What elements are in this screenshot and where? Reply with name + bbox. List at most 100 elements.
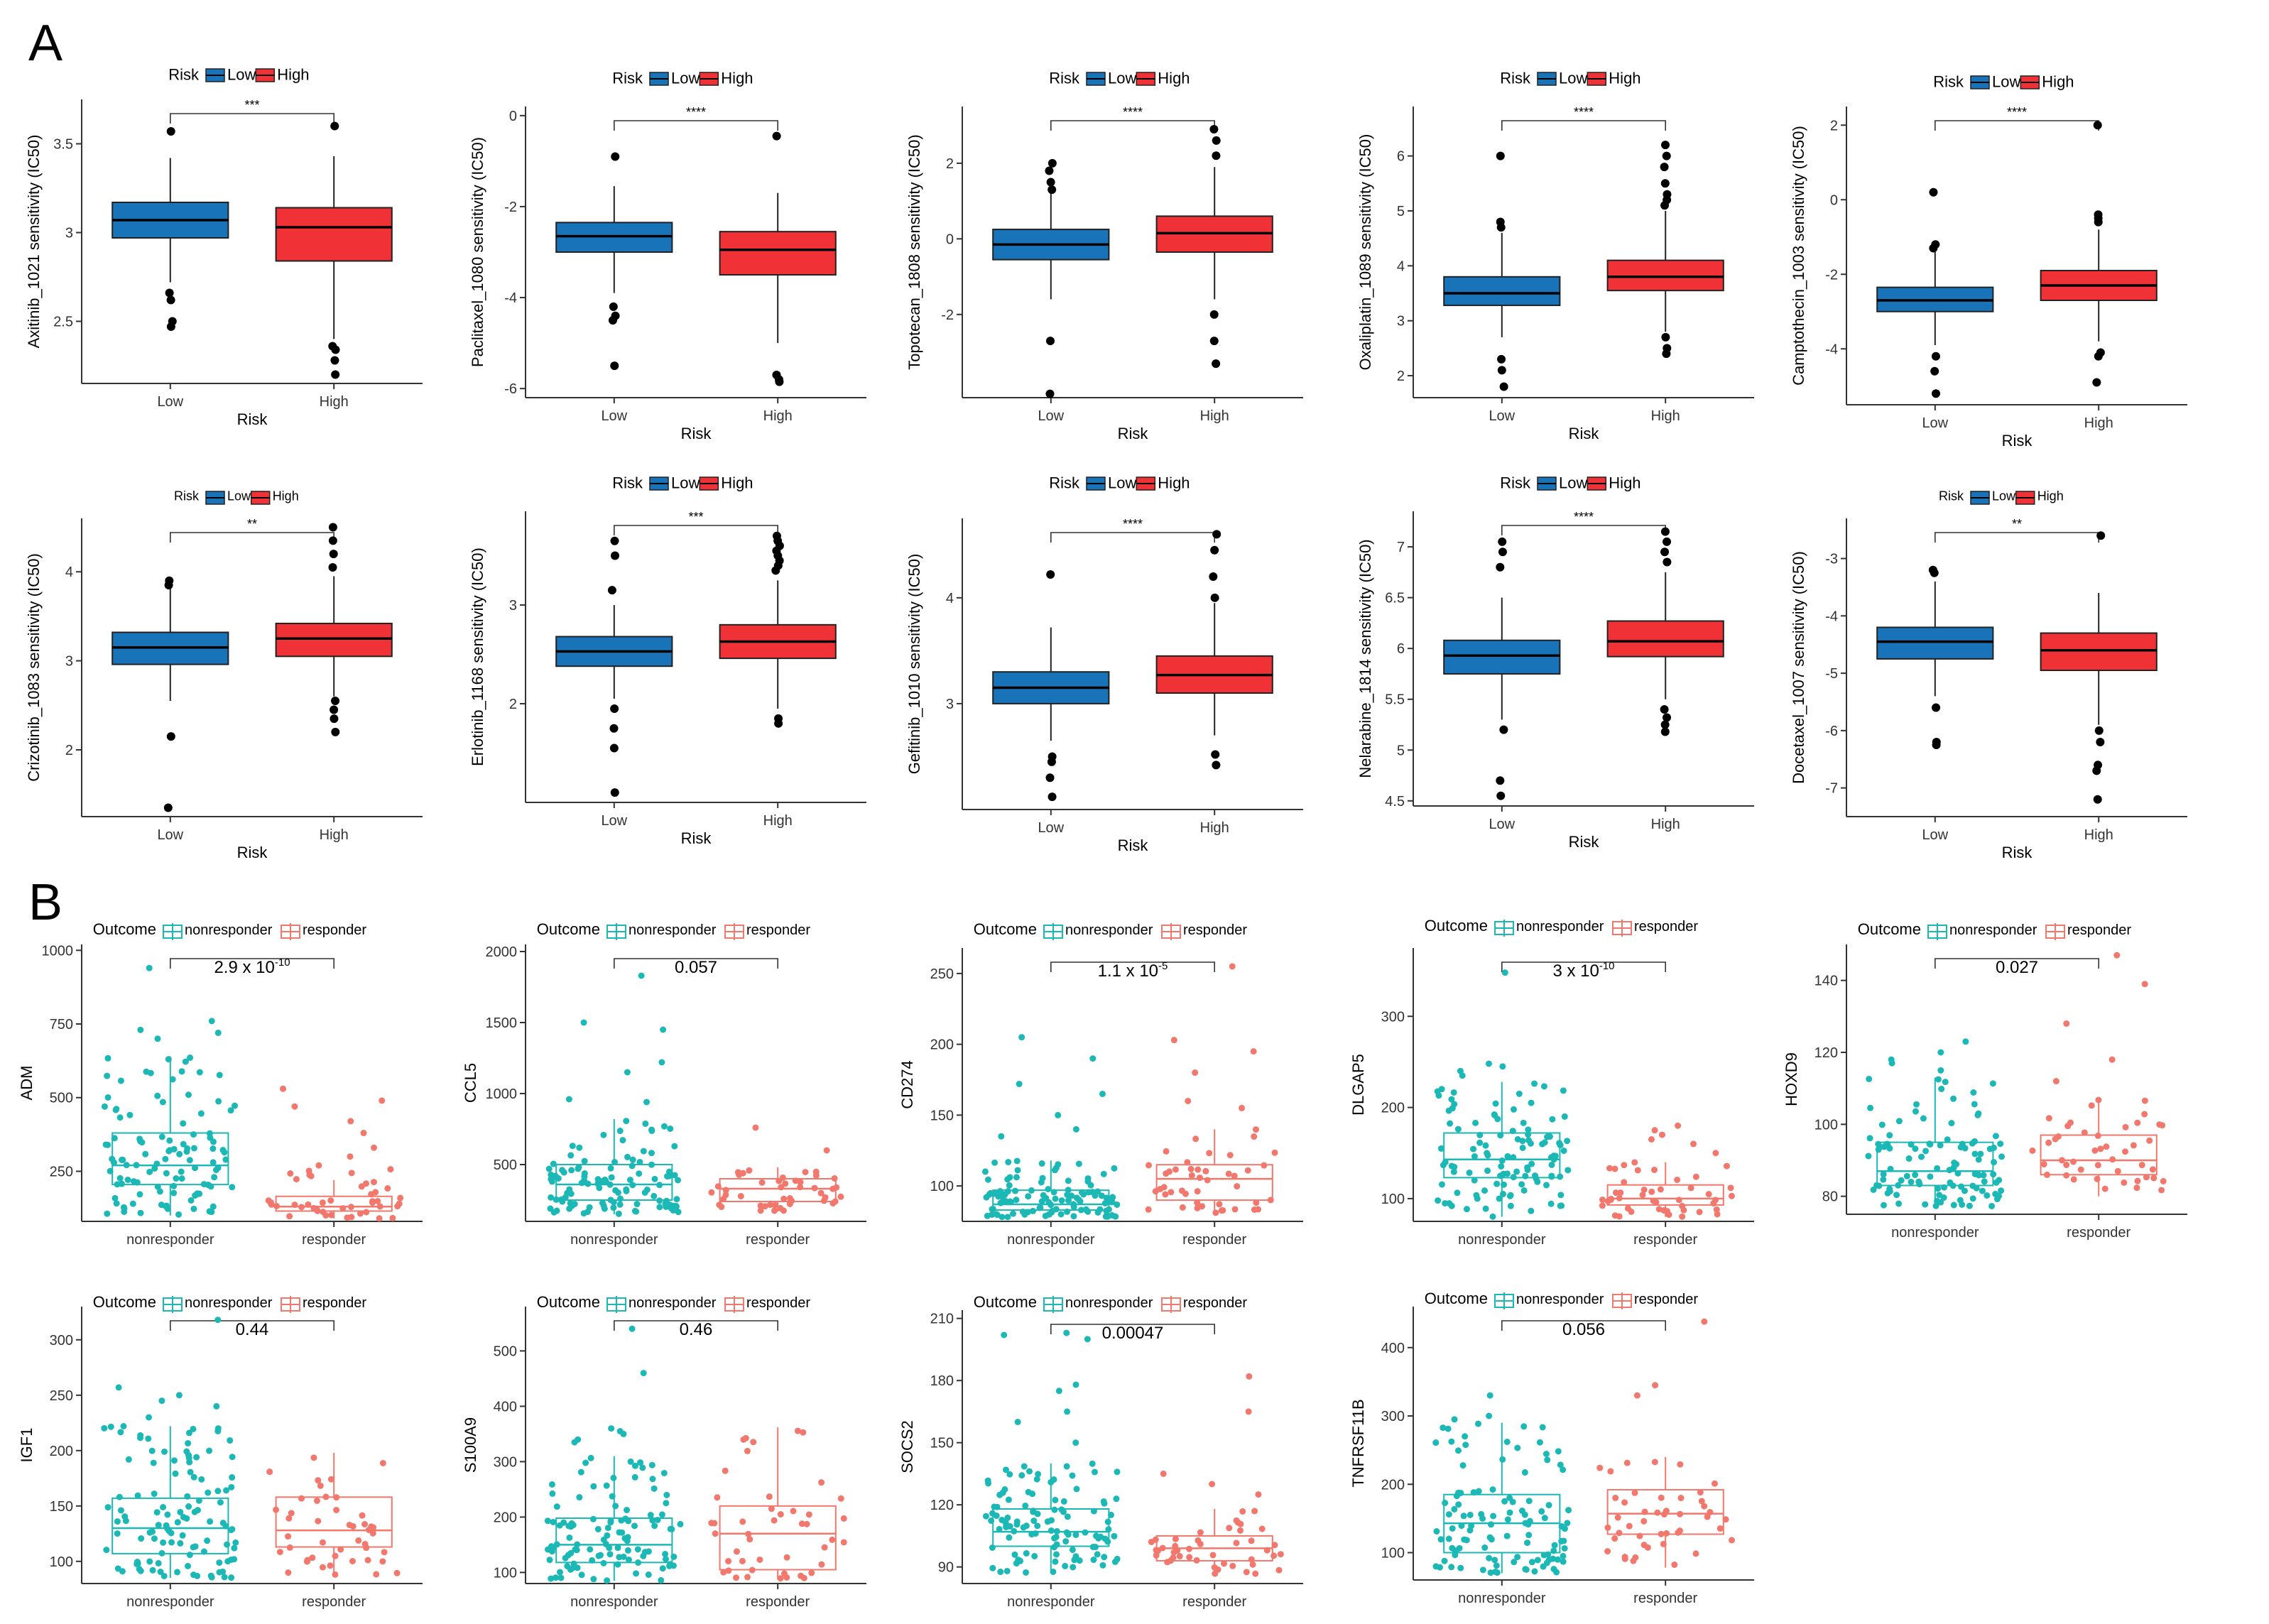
- data-point: [1705, 1191, 1712, 1198]
- data-point: [568, 1167, 575, 1174]
- legend-label-high: High: [1158, 474, 1190, 492]
- data-point: [659, 1565, 666, 1572]
- outlier-point: [624, 1069, 631, 1076]
- data-point: [1195, 1166, 1202, 1173]
- legend-title: Outcome: [1425, 917, 1488, 934]
- outlier-point: [1501, 969, 1508, 976]
- y-tick-label: -2: [504, 200, 517, 215]
- data-point: [600, 1536, 607, 1543]
- data-point: [1514, 1444, 1521, 1451]
- data-point: [1216, 1201, 1223, 1208]
- group-high: [1155, 124, 1273, 369]
- data-point: [1880, 1171, 1887, 1178]
- data-point: [1089, 1460, 1096, 1467]
- x-tick-label: Low: [1922, 827, 1948, 843]
- legend-title: Outcome: [93, 920, 156, 938]
- data-point: [629, 1162, 636, 1170]
- data-point: [1087, 1182, 1094, 1189]
- data-point: [560, 1519, 567, 1526]
- data-point: [104, 1504, 111, 1511]
- outlier-point: [1160, 1470, 1167, 1477]
- data-point: [594, 1525, 602, 1532]
- y-tick-label: 4: [1397, 258, 1405, 274]
- data-point: [1229, 1562, 1236, 1569]
- data-point: [148, 1447, 156, 1454]
- data-point: [177, 1539, 184, 1547]
- data-point: [1687, 1184, 1694, 1192]
- data-point: [1971, 1101, 1978, 1108]
- data-point: [1462, 1433, 1469, 1440]
- data-point: [1470, 1489, 1477, 1496]
- outlier-point: [1658, 1131, 1665, 1138]
- data-point: [170, 1182, 178, 1189]
- data-point: [111, 1135, 118, 1142]
- data-point: [116, 1114, 124, 1121]
- data-point: [1528, 1207, 1535, 1214]
- data-point: [1503, 1170, 1511, 1177]
- outlier-point: [214, 1029, 222, 1036]
- data-point: [376, 1203, 383, 1210]
- data-point: [818, 1561, 825, 1568]
- data-point: [1547, 1200, 1555, 1207]
- data-point: [1516, 1090, 1523, 1097]
- outlier-point: [1931, 389, 1940, 398]
- data-point: [649, 1476, 656, 1483]
- data-point: [744, 1447, 751, 1454]
- data-point: [1435, 1197, 1442, 1204]
- data-point: [1599, 1197, 1606, 1204]
- data-point: [625, 1557, 632, 1564]
- data-point: [1248, 1556, 1255, 1563]
- data-point: [616, 1201, 624, 1208]
- data-point: [384, 1185, 391, 1192]
- data-point: [150, 1459, 157, 1466]
- data-point: [1035, 1471, 1042, 1478]
- data-point: [222, 1156, 229, 1163]
- legend-label-responder: responder: [1183, 922, 1247, 938]
- data-point: [663, 1556, 670, 1563]
- legend-label-responder: responder: [746, 922, 810, 938]
- legend-label-nonresponder: nonresponder: [185, 1295, 273, 1311]
- data-point: [1062, 1562, 1069, 1569]
- data-point: [1004, 1514, 1011, 1521]
- data-point: [158, 1133, 165, 1140]
- data-point: [379, 1459, 386, 1466]
- data-point: [1496, 1195, 1503, 1202]
- data-point: [549, 1490, 556, 1497]
- data-point: [1545, 1502, 1552, 1509]
- y-axis-label: Docetaxel_1007 sensitivity (IC50): [1790, 551, 1807, 784]
- data-point: [1098, 1192, 1105, 1199]
- outlier-point: [1663, 713, 1672, 722]
- data-point: [667, 1525, 674, 1532]
- data-point: [1520, 1119, 1527, 1126]
- data-point: [349, 1522, 357, 1530]
- data-point: [1865, 1152, 1872, 1160]
- outlier-point: [347, 1118, 354, 1125]
- outlier-point: [1063, 1329, 1070, 1336]
- outlier-point: [1932, 741, 1941, 750]
- data-point: [1876, 1182, 1883, 1189]
- data-point: [1176, 1553, 1183, 1560]
- data-point: [1252, 1126, 1259, 1133]
- outlier-point: [1499, 725, 1508, 734]
- data-point: [190, 1571, 197, 1579]
- data-point: [1657, 1186, 1664, 1193]
- y-axis-label: DLGAP5: [1349, 1054, 1367, 1116]
- outlier-point: [1486, 1392, 1493, 1399]
- legend-title: Risk: [1500, 474, 1531, 492]
- data-point: [229, 1454, 236, 1461]
- data-point: [1197, 1540, 1204, 1547]
- data-point: [2130, 1142, 2137, 1149]
- data-point: [2063, 1161, 2070, 1168]
- data-point: [989, 1206, 996, 1213]
- data-point: [1675, 1197, 1682, 1204]
- y-tick-label: 2: [1397, 369, 1405, 384]
- data-point: [224, 1558, 232, 1565]
- data-point: [125, 1456, 132, 1463]
- y-tick-label: 0: [946, 231, 954, 247]
- data-point: [985, 1480, 992, 1487]
- data-point: [146, 1529, 153, 1536]
- data-point: [1052, 1558, 1059, 1565]
- data-point: [776, 1177, 783, 1184]
- data-point: [315, 1517, 322, 1525]
